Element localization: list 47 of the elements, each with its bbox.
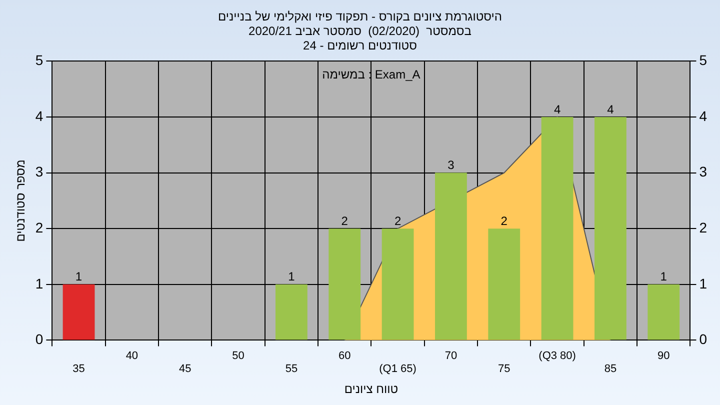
y-tick-label: 2 (35, 219, 44, 236)
bar (648, 284, 680, 340)
data-label: 2 (341, 214, 348, 228)
bar (541, 117, 574, 340)
data-label: 1 (288, 270, 296, 284)
bar (382, 228, 414, 340)
data-label: 2 (394, 214, 402, 228)
bar (594, 117, 626, 340)
bar (488, 228, 520, 340)
data-label: 1 (660, 270, 668, 284)
x-tick-label: 60 (338, 350, 351, 362)
y-tick-label: 5 (35, 52, 44, 68)
x-tick-label: 55 (285, 363, 298, 376)
x-tick-label: 75 (498, 363, 510, 376)
x-tick-label: 50 (232, 350, 244, 362)
chart-title: היסטוגרמת ציונים בקורס - תפקוד פיזי ואקלימי של בניינים (218, 10, 502, 24)
y-tick-label: 1 (35, 275, 44, 292)
y2-tick-label: 0 (699, 331, 708, 348)
y2-tick-label: 3 (699, 164, 708, 180)
bar (328, 228, 361, 340)
x-tick-label: 40 (126, 350, 138, 362)
y-tick-label: 0 (35, 331, 44, 348)
y2-tick-label: 4 (699, 108, 708, 124)
y2-tick-label: 1 (699, 275, 708, 292)
x-tick-label: 45 (178, 363, 192, 376)
data-label: 3 (448, 158, 455, 172)
x-tick-label: 70 (444, 350, 458, 362)
x-tick-label: (Q1 65) (379, 363, 416, 376)
y-axis-title: מספר סטודנטים (14, 160, 28, 242)
bar (435, 172, 467, 340)
x-tick-label: 35 (72, 363, 85, 376)
x-axis-title: טווח ציונים (344, 382, 398, 396)
chart-subtitle: בסמסטר (02/2020) סמסטר אביב 2020/21 סטודנטים רשומים - 24 (248, 24, 472, 52)
y2-tick-label: 5 (699, 52, 708, 68)
data-label: 4 (554, 102, 561, 116)
x-tick-label: 85 (604, 363, 617, 376)
x-tick-label: (Q3 80) (538, 350, 576, 362)
data-label: 4 (607, 102, 614, 116)
bar (275, 284, 308, 340)
bar (62, 284, 95, 340)
annotation: במשימה : Exam_A (322, 68, 420, 82)
y-tick-label: 3 (35, 164, 44, 180)
y2-tick-label: 2 (699, 219, 708, 236)
y-tick-label: 4 (35, 108, 44, 124)
data-label: 2 (500, 214, 508, 228)
data-label: 1 (75, 270, 82, 284)
x-tick-label: 90 (658, 350, 670, 362)
